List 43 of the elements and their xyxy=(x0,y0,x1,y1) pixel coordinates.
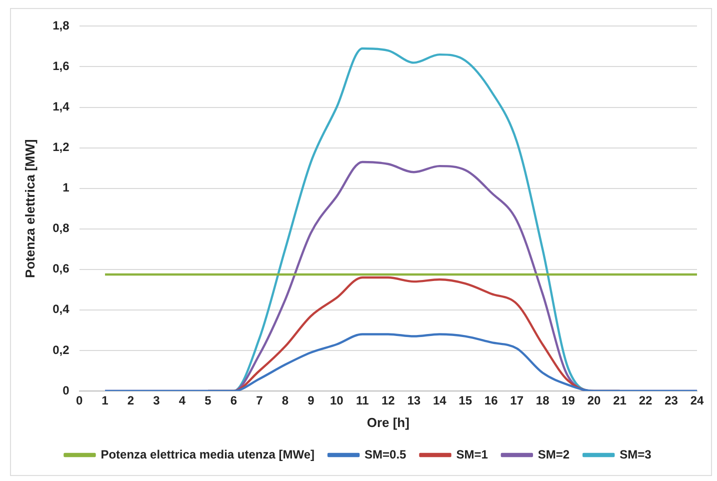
y-axis-title: Potenza elettrica [MW] xyxy=(22,139,38,278)
y-tick-label: 0,2 xyxy=(52,342,70,357)
x-tick-label: 10 xyxy=(330,394,344,408)
y-tick-label: 0,6 xyxy=(52,262,70,276)
x-tick-label: 18 xyxy=(536,394,550,408)
y-tick-label: 1 xyxy=(62,180,70,195)
x-tick-label: 22 xyxy=(638,394,653,408)
x-tick-label: 4 xyxy=(178,394,186,408)
x-tick-label: 3 xyxy=(153,394,160,408)
x-tick-label: 9 xyxy=(308,394,315,408)
x-tick-label: 2 xyxy=(127,394,134,408)
x-tick-label: 6 xyxy=(230,394,238,408)
x-tick-label: 15 xyxy=(458,394,472,408)
x-tick-label: 7 xyxy=(256,394,264,408)
y-tick-label: 1,2 xyxy=(52,140,70,154)
x-tick-label: 21 xyxy=(613,394,627,408)
legend-label: SM=2 xyxy=(538,447,570,462)
x-tick-label: 5 xyxy=(204,394,212,408)
y-tick-label: 1,6 xyxy=(52,59,70,74)
x-tick-label: 19 xyxy=(562,394,576,408)
x-tick-label: 23 xyxy=(664,394,678,408)
x-tick-label: 16 xyxy=(484,394,498,408)
y-tick-label: 0,4 xyxy=(52,302,70,316)
line-series xyxy=(104,333,697,391)
y-tick-label: 0,8 xyxy=(52,221,70,236)
x-tick-label: 1 xyxy=(102,394,109,408)
y-tick-label: 1,8 xyxy=(52,18,70,33)
x-tick-label: 20 xyxy=(587,394,602,408)
x-tick-label: 13 xyxy=(407,394,421,408)
x-tick-label: 8 xyxy=(282,394,289,408)
x-tick-label: 14 xyxy=(432,394,447,408)
x-tick-label: 24 xyxy=(690,394,704,408)
legend-label: SM=0.5 xyxy=(364,447,407,462)
legend-label: SM=1 xyxy=(456,447,488,462)
legend-label: Potenza elettrica media utenza [MWe] xyxy=(100,447,315,462)
x-tick-label: 11 xyxy=(356,394,370,408)
y-tick-label: 1,4 xyxy=(52,100,70,114)
x-tick-label: 17 xyxy=(510,394,524,408)
x-tick-label: 12 xyxy=(381,394,396,408)
x-tick-label: 0 xyxy=(76,394,83,408)
x-axis-title: Ore [h] xyxy=(366,414,410,430)
legend-label: SM=3 xyxy=(620,447,652,462)
y-tick-label: 0 xyxy=(62,383,70,398)
